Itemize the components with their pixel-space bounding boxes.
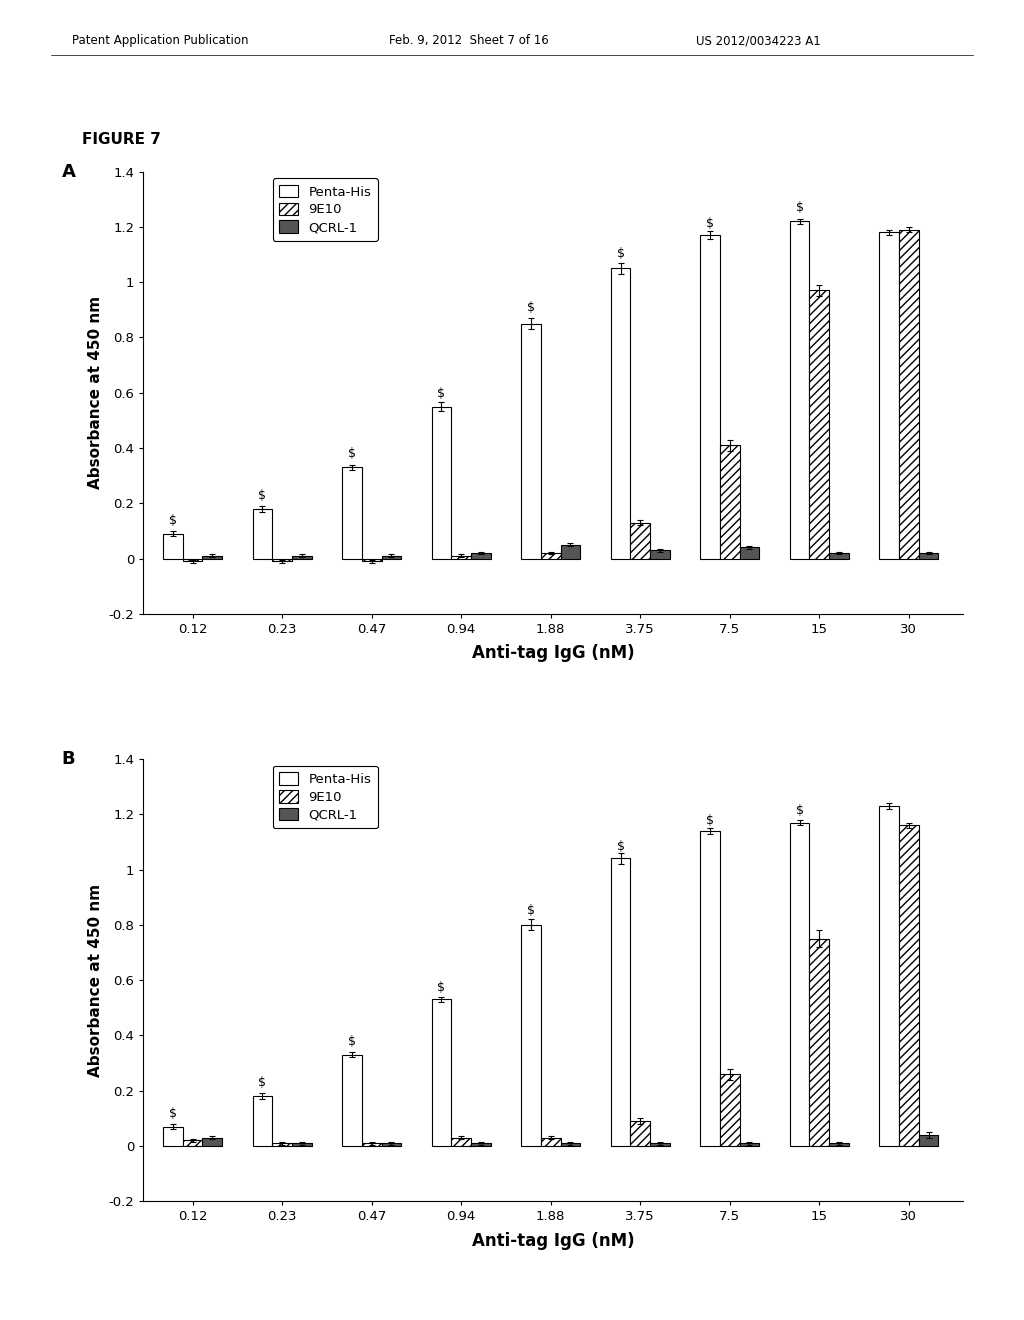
Bar bbox=[361, 558, 382, 561]
Text: $: $ bbox=[707, 813, 714, 826]
Text: $: $ bbox=[527, 301, 535, 314]
Legend: Penta-His, 9E10, QCRL-1: Penta-His, 9E10, QCRL-1 bbox=[272, 766, 378, 828]
Bar bbox=[432, 999, 452, 1146]
Text: US 2012/0034223 A1: US 2012/0034223 A1 bbox=[696, 34, 821, 48]
Bar bbox=[292, 1143, 311, 1146]
Bar bbox=[452, 556, 471, 558]
Legend: Penta-His, 9E10, QCRL-1: Penta-His, 9E10, QCRL-1 bbox=[272, 178, 378, 240]
Bar bbox=[790, 222, 809, 558]
Bar bbox=[272, 558, 292, 561]
Bar bbox=[880, 232, 899, 558]
Bar bbox=[880, 807, 899, 1146]
Text: FIGURE 7: FIGURE 7 bbox=[82, 132, 161, 147]
Bar bbox=[203, 1138, 222, 1146]
Bar bbox=[253, 508, 272, 558]
Text: A: A bbox=[61, 162, 76, 181]
Bar bbox=[541, 1138, 560, 1146]
Bar bbox=[292, 556, 311, 558]
Bar bbox=[631, 523, 650, 558]
Bar bbox=[829, 553, 849, 558]
Bar bbox=[650, 550, 670, 558]
Bar bbox=[809, 290, 829, 558]
Bar bbox=[809, 939, 829, 1146]
Bar bbox=[521, 925, 541, 1146]
Text: $: $ bbox=[796, 804, 804, 817]
Text: $: $ bbox=[258, 1076, 266, 1089]
Text: B: B bbox=[61, 750, 75, 768]
Bar bbox=[720, 445, 739, 558]
Text: Feb. 9, 2012  Sheet 7 of 16: Feb. 9, 2012 Sheet 7 of 16 bbox=[389, 34, 549, 48]
Bar bbox=[700, 235, 720, 558]
Bar bbox=[342, 1055, 361, 1146]
Bar bbox=[899, 230, 919, 558]
Text: $: $ bbox=[527, 903, 535, 916]
Bar bbox=[342, 467, 361, 558]
Bar bbox=[253, 1096, 272, 1146]
Bar bbox=[182, 1140, 203, 1146]
Bar bbox=[163, 1126, 182, 1146]
Bar bbox=[361, 1143, 382, 1146]
Bar bbox=[739, 548, 760, 558]
Bar bbox=[163, 533, 182, 558]
Bar bbox=[272, 1143, 292, 1146]
Bar bbox=[610, 268, 631, 558]
Bar bbox=[382, 556, 401, 558]
Bar bbox=[610, 858, 631, 1146]
Text: $: $ bbox=[169, 1106, 177, 1119]
Bar bbox=[452, 1138, 471, 1146]
Text: $: $ bbox=[348, 447, 356, 461]
Text: $: $ bbox=[616, 247, 625, 260]
X-axis label: Anti-tag IgG (nM): Anti-tag IgG (nM) bbox=[472, 1232, 634, 1250]
Text: $: $ bbox=[437, 387, 445, 400]
Text: $: $ bbox=[616, 840, 625, 853]
Bar bbox=[432, 407, 452, 558]
Y-axis label: Absorbance at 450 nm: Absorbance at 450 nm bbox=[88, 296, 103, 490]
Bar bbox=[541, 553, 560, 558]
Text: $: $ bbox=[169, 513, 177, 527]
Text: $: $ bbox=[348, 1035, 356, 1048]
Bar bbox=[700, 830, 720, 1146]
Text: $: $ bbox=[796, 202, 804, 214]
Bar bbox=[521, 323, 541, 558]
Text: Patent Application Publication: Patent Application Publication bbox=[72, 34, 248, 48]
Bar bbox=[650, 1143, 670, 1146]
Text: $: $ bbox=[707, 216, 714, 230]
Text: $: $ bbox=[437, 981, 445, 994]
Y-axis label: Absorbance at 450 nm: Absorbance at 450 nm bbox=[88, 883, 103, 1077]
Bar bbox=[739, 1143, 760, 1146]
Bar bbox=[919, 553, 938, 558]
Bar bbox=[471, 553, 490, 558]
Bar bbox=[829, 1143, 849, 1146]
Bar bbox=[899, 825, 919, 1146]
Text: $: $ bbox=[258, 488, 266, 502]
Bar bbox=[790, 822, 809, 1146]
Bar bbox=[471, 1143, 490, 1146]
Bar bbox=[631, 1121, 650, 1146]
Bar bbox=[560, 1143, 581, 1146]
Bar bbox=[182, 558, 203, 561]
Bar bbox=[919, 1135, 938, 1146]
Bar bbox=[382, 1143, 401, 1146]
Bar bbox=[203, 556, 222, 558]
Bar bbox=[560, 545, 581, 558]
X-axis label: Anti-tag IgG (nM): Anti-tag IgG (nM) bbox=[472, 644, 634, 663]
Bar bbox=[720, 1074, 739, 1146]
